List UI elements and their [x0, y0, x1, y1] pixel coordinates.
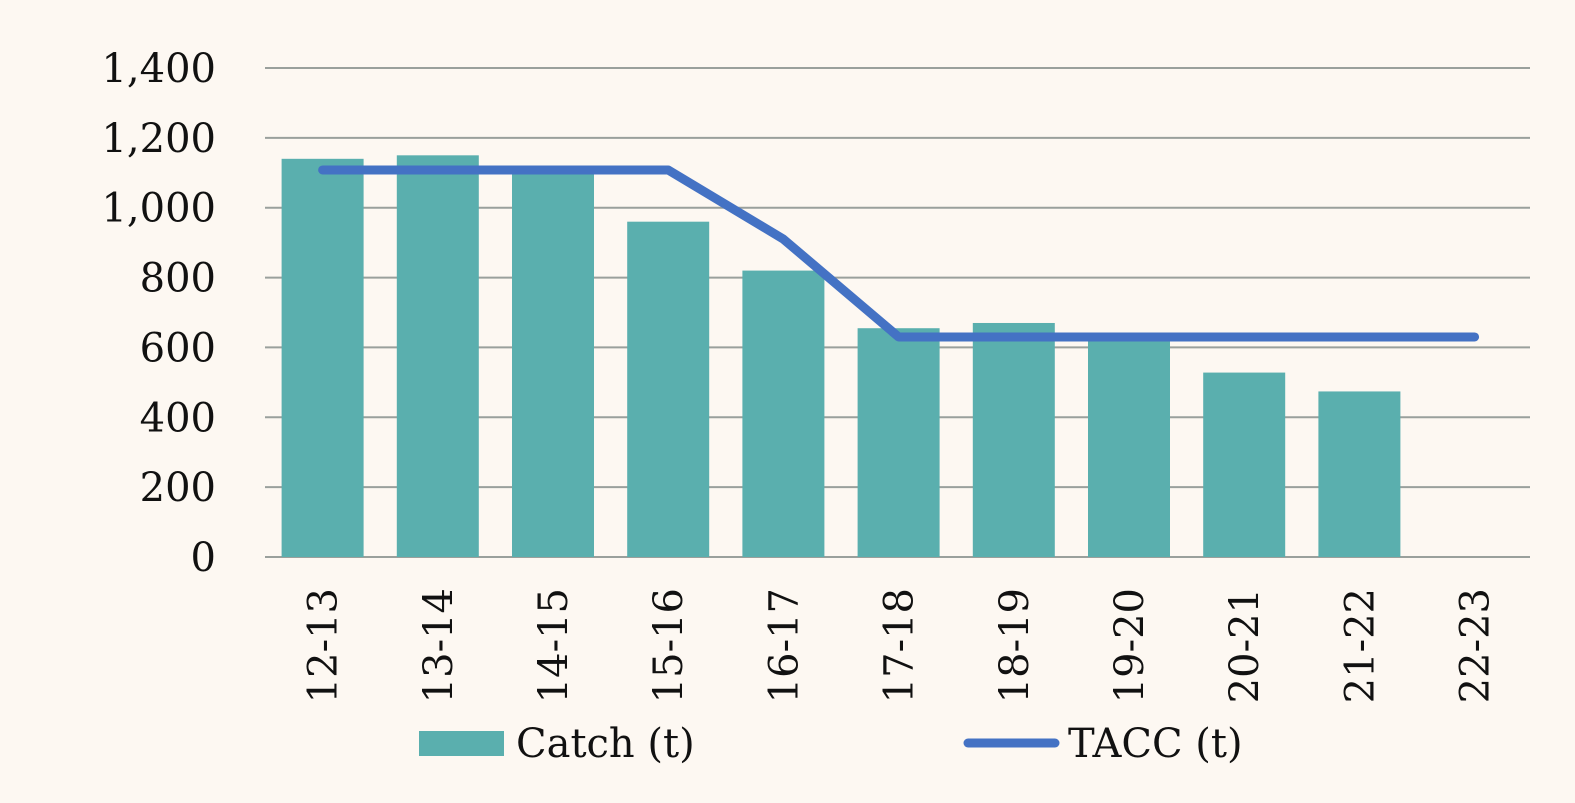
x-tick-label: 21-22 — [1337, 588, 1383, 703]
catch-bar-19-20 — [1088, 336, 1170, 557]
legend-label-tacc: TACC (t) — [1068, 721, 1243, 767]
y-tick-label: 800 — [140, 256, 216, 302]
x-tick-label: 22-23 — [1453, 588, 1499, 703]
y-tick-label: 0 — [191, 535, 216, 581]
catch-bars — [281, 155, 1401, 558]
tacc-line — [318, 165, 1480, 342]
y-tick-label: 1,000 — [101, 186, 216, 232]
x-tick-label: 15-16 — [646, 588, 692, 703]
catch-bar-15-16 — [627, 221, 710, 557]
x-tick-label: 12-13 — [301, 588, 347, 703]
x-tick-label: 16-17 — [761, 588, 807, 703]
y-axis-tick-labels: 0 200 400 600 800 1,000 1,200 1,400 — [101, 46, 216, 581]
x-tick-label: 13-14 — [416, 588, 462, 703]
legend: Catch (t) TACC (t) — [419, 721, 1243, 767]
catch-bar-14-15 — [512, 169, 594, 558]
x-tick-label: 20-21 — [1222, 588, 1268, 703]
legend-label-catch: Catch (t) — [516, 721, 695, 767]
y-tick-label: 600 — [140, 325, 216, 371]
catch-bar-17-18 — [857, 328, 940, 557]
y-tick-label: 400 — [140, 395, 216, 441]
x-tick-label: 18-19 — [992, 588, 1038, 703]
catch-bar-12-13 — [281, 158, 364, 558]
catch-bar-13-14 — [396, 155, 479, 558]
y-tick-label: 1,200 — [101, 116, 216, 162]
x-tick-label: 19-20 — [1107, 588, 1153, 703]
catch-bar-18-19 — [972, 322, 1055, 557]
y-tick-label: 200 — [140, 465, 216, 511]
tacc-line-layer — [318, 165, 1480, 342]
x-tick-label: 17-18 — [877, 588, 923, 703]
catch-bar-20-21 — [1203, 372, 1286, 557]
x-axis-tick-labels: 12-13 13-14 14-15 15-16 16-17 17-18 18-19 19-20… — [301, 588, 1499, 703]
catch-bar-16-17 — [742, 270, 825, 557]
legend-swatch-catch — [419, 731, 504, 756]
x-tick-label: 14-15 — [531, 588, 577, 703]
catch-bar-21-22 — [1318, 391, 1401, 557]
y-tick-label: 1,400 — [101, 46, 216, 92]
